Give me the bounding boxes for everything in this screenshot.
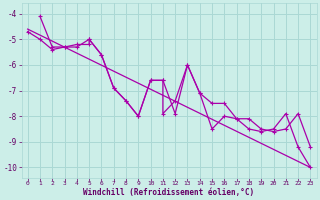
X-axis label: Windchill (Refroidissement éolien,°C): Windchill (Refroidissement éolien,°C) xyxy=(84,188,255,197)
